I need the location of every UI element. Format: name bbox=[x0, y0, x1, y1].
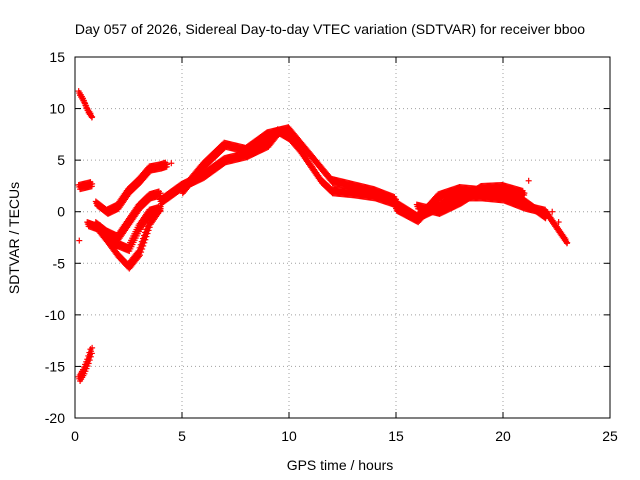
y-tick-label: -10 bbox=[45, 307, 65, 323]
x-tick-label: 25 bbox=[602, 428, 618, 444]
data-point bbox=[157, 190, 164, 197]
x-tick-label: 5 bbox=[178, 428, 186, 444]
data-point bbox=[157, 205, 164, 212]
data-point bbox=[138, 249, 145, 256]
data-point bbox=[86, 357, 93, 364]
y-tick-label: -5 bbox=[53, 255, 66, 271]
data-point bbox=[87, 353, 94, 360]
data-point bbox=[562, 236, 569, 243]
x-tick-label: 20 bbox=[495, 428, 511, 444]
data-point bbox=[89, 344, 96, 351]
axis-ticks: 0 5 10 15 20 25 -20 -15 -10 -5 0 5 10 15 bbox=[45, 49, 618, 444]
y-axis-label: SDTVAR / TECUs bbox=[6, 182, 22, 294]
data-point bbox=[141, 239, 148, 246]
y-tick-label: 10 bbox=[49, 101, 65, 117]
y-tick-label: 15 bbox=[49, 49, 65, 65]
data-point bbox=[85, 360, 92, 367]
data-point bbox=[140, 242, 147, 249]
data-point bbox=[146, 224, 153, 231]
data-point bbox=[87, 110, 94, 117]
data-point bbox=[88, 350, 95, 357]
data-point bbox=[143, 233, 150, 240]
data-point bbox=[142, 236, 149, 243]
x-tick-label: 10 bbox=[281, 428, 297, 444]
plot-frame bbox=[74, 56, 611, 419]
x-axis-label: GPS time / hours bbox=[287, 457, 394, 473]
data-point bbox=[89, 113, 96, 120]
data-point bbox=[139, 245, 146, 252]
data-point bbox=[525, 177, 532, 184]
data-point bbox=[145, 227, 152, 234]
chart-title: Day 057 of 2026, Sidereal Day-to-day VTE… bbox=[75, 21, 585, 37]
x-tick-label: 0 bbox=[71, 428, 79, 444]
grid-lines bbox=[75, 57, 610, 418]
data-point bbox=[144, 230, 151, 237]
data-point bbox=[137, 252, 143, 259]
y-tick-label: 5 bbox=[57, 152, 65, 168]
y-tick-label: -15 bbox=[45, 358, 65, 374]
y-tick-label: 0 bbox=[57, 204, 65, 220]
data-point bbox=[164, 161, 171, 168]
y-tick-label: -20 bbox=[45, 410, 65, 426]
data-points bbox=[75, 88, 571, 385]
data-point bbox=[168, 160, 175, 167]
data-point bbox=[564, 239, 571, 246]
x-tick-label: 15 bbox=[388, 428, 404, 444]
data-point bbox=[76, 237, 83, 244]
data-point bbox=[89, 180, 96, 187]
